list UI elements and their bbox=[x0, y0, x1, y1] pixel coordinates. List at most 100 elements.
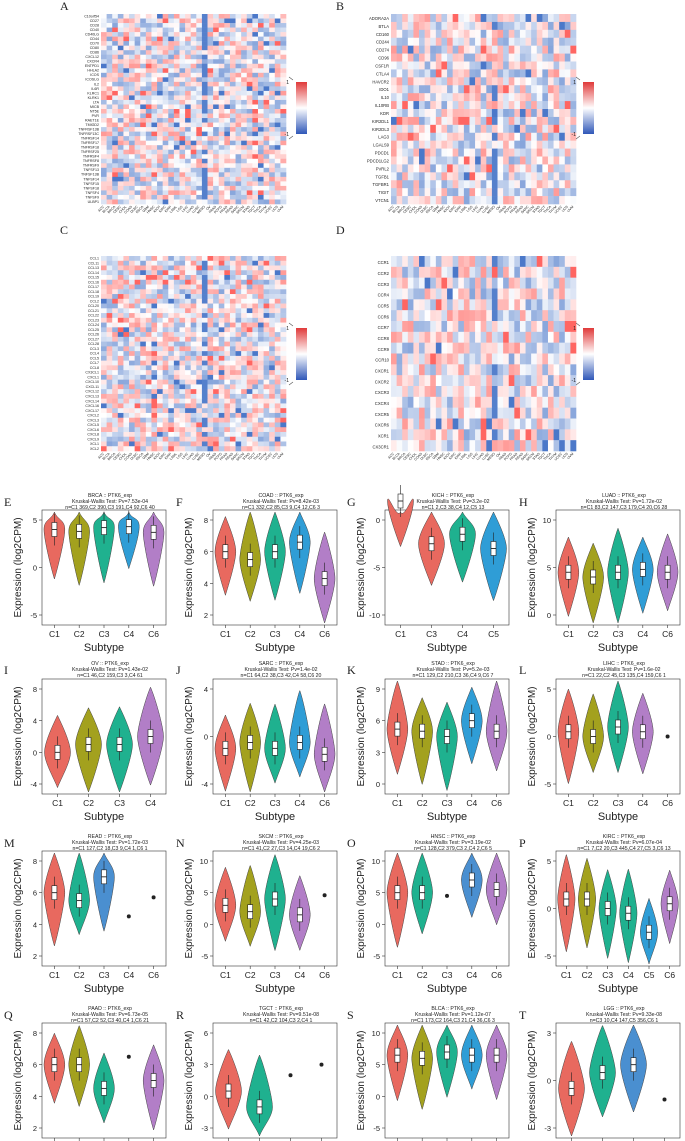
heatmap-cell bbox=[547, 156, 554, 165]
heatmap-cell bbox=[469, 29, 476, 39]
heatmap-cell bbox=[274, 95, 281, 101]
heatmap-cell bbox=[140, 45, 147, 51]
heatmap-cell bbox=[185, 63, 191, 69]
heatmap-cell bbox=[536, 196, 543, 205]
heatmap-cell bbox=[185, 190, 191, 196]
heatmap-cell bbox=[480, 29, 487, 39]
heatmap-cell bbox=[491, 140, 498, 149]
heatmap-cell bbox=[151, 322, 158, 328]
heatmap-cell bbox=[252, 279, 259, 285]
heatmap-cell bbox=[207, 18, 214, 24]
heatmap-cell bbox=[179, 194, 186, 200]
heatmap-cell bbox=[497, 331, 504, 343]
heatmap-cell bbox=[241, 275, 248, 281]
heatmap-cell bbox=[151, 68, 158, 74]
x-tick-label: C3 bbox=[442, 798, 453, 808]
heatmap-cell bbox=[179, 59, 186, 65]
heatmap-cell bbox=[514, 132, 521, 141]
violin-group-C4: C4 bbox=[619, 868, 638, 980]
heatmap-cell bbox=[542, 331, 549, 343]
heatmap-cell bbox=[486, 299, 493, 311]
heatmap-cell bbox=[218, 109, 225, 114]
heatmap-cell bbox=[123, 54, 130, 60]
heatmap-cell bbox=[101, 332, 107, 338]
x-tick-label: C1 bbox=[220, 798, 231, 808]
heatmap-cell bbox=[469, 188, 476, 197]
heatmap-row-label: CCR7 bbox=[378, 325, 390, 330]
heatmap-row-label: CXCR3 bbox=[375, 390, 390, 395]
heatmap-cell bbox=[129, 412, 135, 419]
heatmap-cell bbox=[280, 289, 287, 295]
heatmap-cell bbox=[145, 365, 152, 371]
heatmap-cell bbox=[213, 256, 220, 262]
heatmap-cell bbox=[497, 418, 504, 430]
heatmap-row-label: CCL20 bbox=[88, 304, 99, 308]
heatmap-cell bbox=[162, 181, 169, 187]
heatmap-cell bbox=[241, 23, 248, 28]
heatmap-cell bbox=[269, 360, 276, 366]
heatmap-cell bbox=[190, 41, 197, 46]
heatmap-cell bbox=[229, 185, 236, 191]
heatmap-cell bbox=[274, 270, 281, 276]
heatmap-cell bbox=[201, 436, 208, 442]
heatmap-cell bbox=[497, 375, 504, 387]
heatmap-cell bbox=[140, 109, 147, 114]
heatmap-cell bbox=[207, 14, 214, 19]
heatmap-cell bbox=[469, 85, 476, 94]
heatmap-cell bbox=[441, 45, 448, 54]
heatmap-cell bbox=[162, 260, 169, 266]
heatmap-cell bbox=[402, 407, 409, 419]
heatmap-cell bbox=[263, 27, 270, 33]
heatmap-cell bbox=[140, 99, 147, 105]
heatmap-cell bbox=[508, 45, 515, 54]
heatmap-cell bbox=[246, 374, 253, 380]
heatmap-cell bbox=[497, 180, 504, 189]
heatmap-cell bbox=[145, 14, 152, 19]
heatmap-cell bbox=[391, 21, 397, 31]
heatmap-cell bbox=[407, 288, 414, 300]
heatmap-cell bbox=[469, 407, 476, 419]
heatmap-cell bbox=[402, 172, 409, 181]
heatmap-cell bbox=[553, 418, 560, 430]
heatmap-cell bbox=[218, 45, 225, 51]
heatmap-cell bbox=[145, 341, 152, 347]
heatmap-cell bbox=[269, 284, 276, 290]
heatmap-cell bbox=[241, 294, 248, 300]
heatmap-cell bbox=[123, 118, 130, 123]
heatmap-cell bbox=[257, 403, 264, 409]
heatmap-cell bbox=[229, 54, 236, 60]
violin-group-C4: C4 bbox=[461, 686, 483, 808]
heatmap-cell bbox=[491, 196, 498, 205]
heatmap-cell bbox=[430, 342, 437, 354]
heatmap-cell bbox=[145, 90, 152, 96]
heatmap-cell bbox=[112, 351, 119, 357]
heatmap-cell bbox=[173, 265, 180, 271]
heatmap-cell bbox=[145, 360, 152, 366]
heatmap-cell bbox=[280, 365, 287, 371]
heatmap-cell bbox=[201, 190, 208, 196]
heatmap-cell bbox=[123, 199, 130, 205]
heatmap-cell bbox=[486, 375, 493, 387]
heatmap-cell bbox=[151, 77, 158, 83]
heatmap-cell bbox=[391, 188, 397, 197]
heatmap-cell bbox=[491, 77, 498, 86]
heatmap-cell bbox=[196, 355, 203, 361]
heatmap-cell bbox=[112, 270, 119, 276]
heatmap-row-label: CCL8 bbox=[90, 366, 99, 370]
violin-group-C6: C6 bbox=[319, 893, 330, 980]
heatmap-cell bbox=[241, 374, 248, 380]
heatmap-cell bbox=[475, 156, 481, 165]
heatmap-cell bbox=[224, 370, 231, 376]
heatmap-cell bbox=[491, 266, 498, 278]
heatmap-cell bbox=[190, 422, 197, 428]
heatmap-cell bbox=[117, 298, 124, 304]
heatmap-cell bbox=[140, 23, 147, 28]
heatmap-cell bbox=[475, 61, 481, 70]
y-tick-label: 2 bbox=[204, 611, 208, 620]
heatmap-cell bbox=[559, 61, 566, 70]
heatmap-cell bbox=[134, 341, 141, 347]
heatmap-cell bbox=[497, 396, 504, 408]
heatmap-cell bbox=[185, 260, 191, 266]
heatmap-cell bbox=[168, 122, 175, 128]
heatmap-cell bbox=[480, 14, 487, 23]
